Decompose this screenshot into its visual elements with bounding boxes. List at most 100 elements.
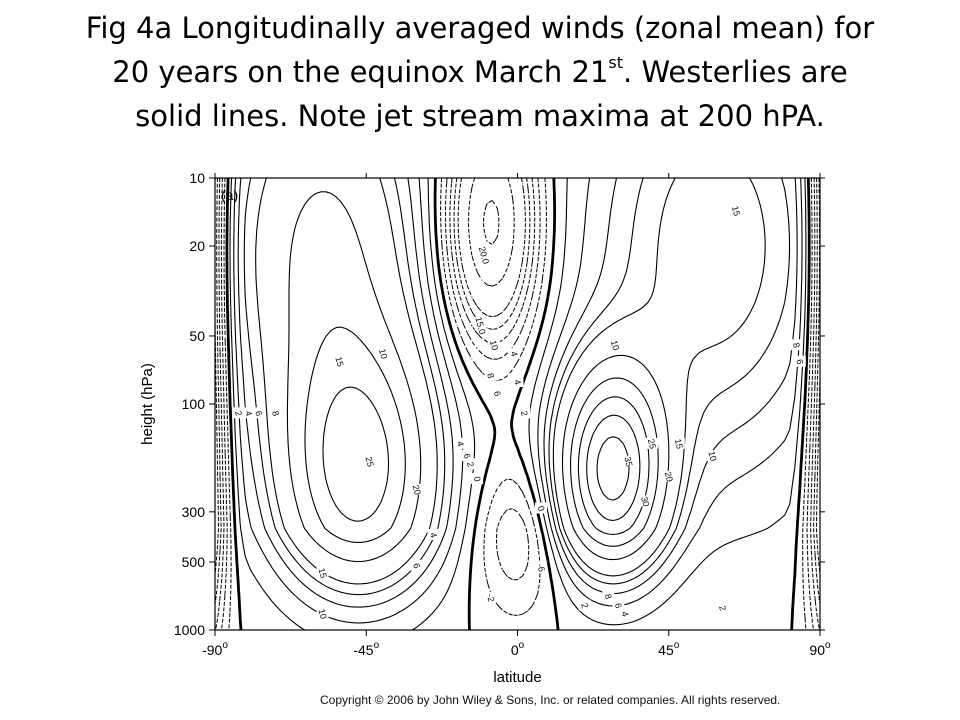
x-tick-label: 0o [511, 640, 525, 658]
contour-label-bg [619, 608, 632, 620]
contour-label: 6 [411, 562, 422, 569]
contour-label: 15 [673, 438, 685, 450]
contour-label: 15 [333, 356, 345, 368]
contour-label-bg [410, 559, 423, 571]
contour-label: -6 [535, 563, 547, 573]
contour-label-bg [471, 473, 484, 485]
contour-label: 8 [603, 593, 614, 600]
westerly-contour [243, 177, 791, 596]
y-axis-title: height (hPa) [139, 363, 156, 445]
plot-frame [214, 177, 821, 631]
zero-wind-contour [225, 177, 811, 631]
contour-label-bg [474, 319, 487, 331]
x-tick-label: 90o [809, 640, 831, 658]
easterly-contour [482, 200, 500, 245]
contour-label-bg [333, 355, 346, 367]
contour-label: 8 [485, 372, 496, 379]
contour-label-bg [672, 437, 685, 449]
contour-label-bg [706, 450, 719, 462]
contour-label: 0 [536, 505, 547, 512]
contour-label-bg [790, 339, 803, 351]
contour-label: 10 [488, 339, 500, 351]
slide-title: Fig 4a Longitudinally averaged winds (zo… [40, 6, 920, 138]
x-tick-label: -90o [202, 640, 228, 658]
contour-label: 4 [512, 378, 523, 385]
contour-label-bg [269, 407, 282, 419]
contour-label-bg [491, 387, 504, 399]
contour-label-bg [639, 495, 652, 507]
contour-label: 10 [706, 450, 718, 462]
contour-label: 15 [316, 567, 328, 579]
contour-label: 20 [411, 484, 423, 496]
x-tick-label: -45o [353, 640, 379, 658]
contour-label-bg [427, 529, 440, 541]
contour-labels: 2 4 6 815102520642046151020.015.01086442-6-… [232, 205, 806, 620]
contour-label-bg [518, 407, 531, 419]
westerly-contours [229, 177, 807, 631]
contour-label: 2 [519, 410, 530, 417]
contour-label-bg [484, 591, 497, 603]
westerly-contour [237, 177, 798, 608]
y-tick-label: 20 [189, 238, 205, 254]
contour-label-bg [252, 407, 265, 419]
contour-label: 30 [639, 495, 651, 507]
contour-label-bg [602, 590, 615, 602]
y-tick-label: 50 [189, 328, 205, 344]
contour-label-bg [316, 567, 329, 579]
x-axis-title: latitude [493, 669, 541, 686]
contour-label-bg [454, 437, 467, 449]
contour-label-bg [511, 376, 524, 388]
contour-label-bg [461, 450, 474, 462]
title-line-1: Fig 4a Longitudinally averaged winds (zo… [85, 11, 875, 45]
contour-label: 6 [613, 602, 624, 609]
y-tick-label: 100 [182, 396, 206, 412]
contour-label: 15.0 [473, 316, 487, 336]
contour-label: 0 [472, 475, 483, 482]
contour-label: 6 [253, 410, 264, 417]
contour-label-bg [464, 458, 477, 470]
easterly-contour [214, 177, 821, 605]
contour-label: 35 [622, 456, 634, 468]
contour-label-bg [608, 339, 621, 351]
contour-label-bg [484, 369, 497, 381]
contour-label: 4 [428, 531, 439, 538]
contour-label-bg [729, 205, 742, 217]
title-line-2: 20 years on the equinox March 21st. West… [112, 53, 848, 90]
westerly-contour [229, 177, 807, 631]
panel-label: (a) [221, 187, 238, 203]
contour-label: 20.0 [477, 246, 491, 266]
westerly-contour [304, 326, 659, 547]
contour-label: 4 [509, 350, 520, 357]
contour-label-bg [363, 455, 376, 467]
y-tick-label: 10 [189, 170, 205, 186]
contour-label: 6 [492, 390, 503, 397]
contour-label-bg [508, 347, 521, 359]
contour-label: 8 [270, 410, 281, 417]
y-tick-label: 1000 [174, 622, 205, 638]
westerly-contour [255, 177, 766, 585]
contour-label-bg [477, 249, 490, 261]
x-tick-label: 45o [658, 640, 680, 658]
contour-label: 8 [791, 342, 802, 349]
contour-label: -2 [485, 593, 497, 603]
contour-label: 20 [663, 471, 675, 483]
y-tick-label: 300 [182, 504, 206, 520]
contour-label-bg [535, 561, 548, 573]
contour-label: 6 [462, 452, 473, 459]
contour-label-bg [662, 470, 675, 482]
contour-label-bg [410, 483, 423, 495]
contour-label-bg [578, 599, 591, 611]
title-line-3: solid lines. Note jet stream maxima at 2… [135, 99, 825, 133]
contour-label: 4 [243, 410, 254, 417]
contour-label-bg [232, 407, 245, 419]
contour-label: 4 [455, 440, 466, 447]
contour-label: 10 [609, 339, 621, 351]
contour-label-bg [242, 407, 255, 419]
contour-label-bg [622, 455, 635, 467]
contour-label-bg [793, 355, 806, 367]
contour-label: 2 [233, 410, 244, 417]
contour-label: 25 [646, 438, 658, 450]
contour-label-bg [716, 602, 729, 614]
contour-label: 2 [465, 461, 476, 468]
